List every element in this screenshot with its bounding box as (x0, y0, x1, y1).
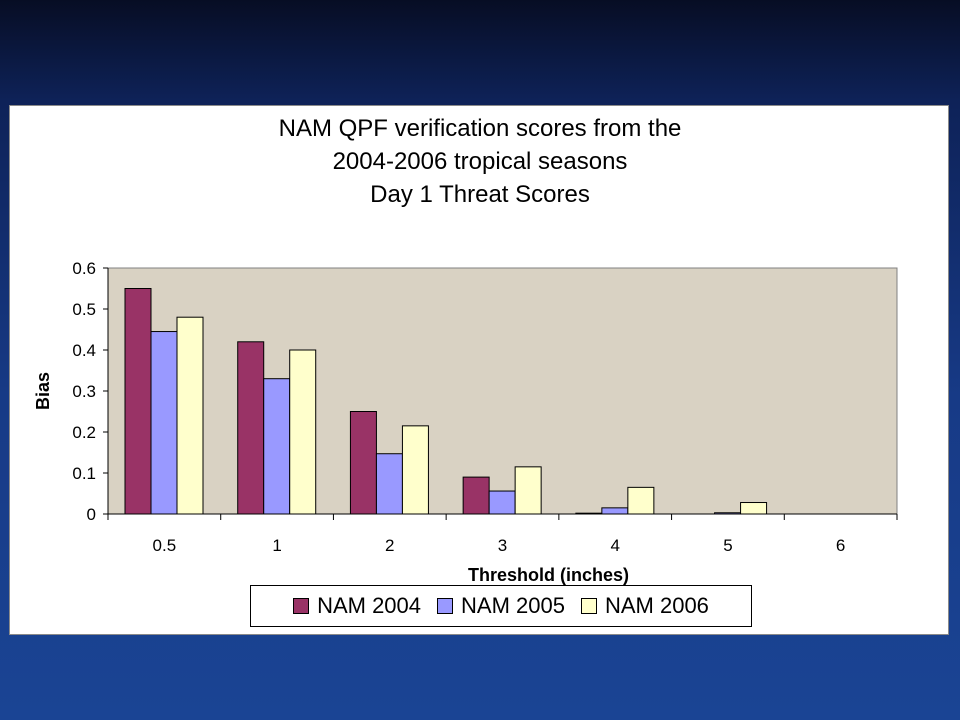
y-tick-label: 0.3 (72, 382, 96, 401)
y-tick-label: 0.1 (72, 464, 96, 483)
bar-nam-2004-0.5 (124, 288, 152, 515)
legend-label-2005: NAM 2005 (461, 593, 565, 618)
bar-nam-2005-4 (601, 507, 629, 515)
bar-nam-2004-2 (349, 411, 377, 515)
bar-nam-2005-2 (375, 453, 403, 515)
x-tick-label: 2 (385, 536, 394, 555)
legend-label-2006: NAM 2006 (604, 593, 709, 618)
bar-nam-2004-3 (462, 476, 490, 515)
x-tick-label: 5 (723, 536, 732, 555)
legend-item-2006: NAM 2006 (580, 593, 709, 619)
y-tick-label: 0.6 (72, 259, 96, 278)
y-tick-label: 0.5 (72, 300, 96, 319)
bar-nam-2006-4 (627, 486, 655, 515)
x-tick-label: 6 (836, 536, 845, 555)
bar-nam-2005-0.5 (150, 331, 178, 515)
y-tick-label: 0.4 (72, 341, 96, 360)
legend-swatch-2005 (437, 598, 454, 614)
bar-nam-2006-3 (514, 466, 542, 515)
bar-nam-2006-2 (401, 425, 429, 515)
legend-item-2004: NAM 2004 (293, 593, 421, 619)
legend-swatch-2004 (293, 598, 310, 614)
bar-nam-2005-5 (714, 512, 742, 515)
legend: NAM 2004 NAM 2005 NAM 2006 (250, 585, 752, 627)
bar-nam-2004-4 (575, 512, 603, 515)
plot-area (107, 267, 898, 515)
x-tick-label: 4 (610, 536, 619, 555)
x-tick-label: 1 (272, 536, 281, 555)
bar-nam-2006-5 (740, 502, 768, 515)
y-axis-label: Bias (33, 372, 53, 410)
x-tick-label: 3 (498, 536, 507, 555)
x-axis-label: Threshold (inches) (468, 565, 629, 585)
y-tick-label: 0.2 (72, 423, 96, 442)
title-line-3: Day 1 Threat Scores (370, 181, 590, 208)
bar-nam-2004-1 (237, 341, 265, 515)
legend-swatch-2006 (580, 598, 597, 614)
bar-nam-2006-1 (289, 349, 317, 515)
chart-title: NAM QPF verification scores from the 200… (0, 112, 960, 211)
x-tick-label: 0.5 (153, 536, 177, 555)
title-line-1: NAM QPF verification scores from the (278, 115, 682, 142)
bar-nam-2006-0.5 (176, 316, 204, 515)
legend-label-2004: NAM 2004 (317, 593, 422, 618)
title-line-2: 2004-2006 tropical seasons (332, 148, 628, 175)
bar-nam-2005-3 (488, 490, 516, 515)
legend-item-2005: NAM 2005 (437, 593, 565, 619)
bar-nam-2005-1 (263, 378, 291, 515)
y-tick-label: 0 (87, 505, 96, 524)
